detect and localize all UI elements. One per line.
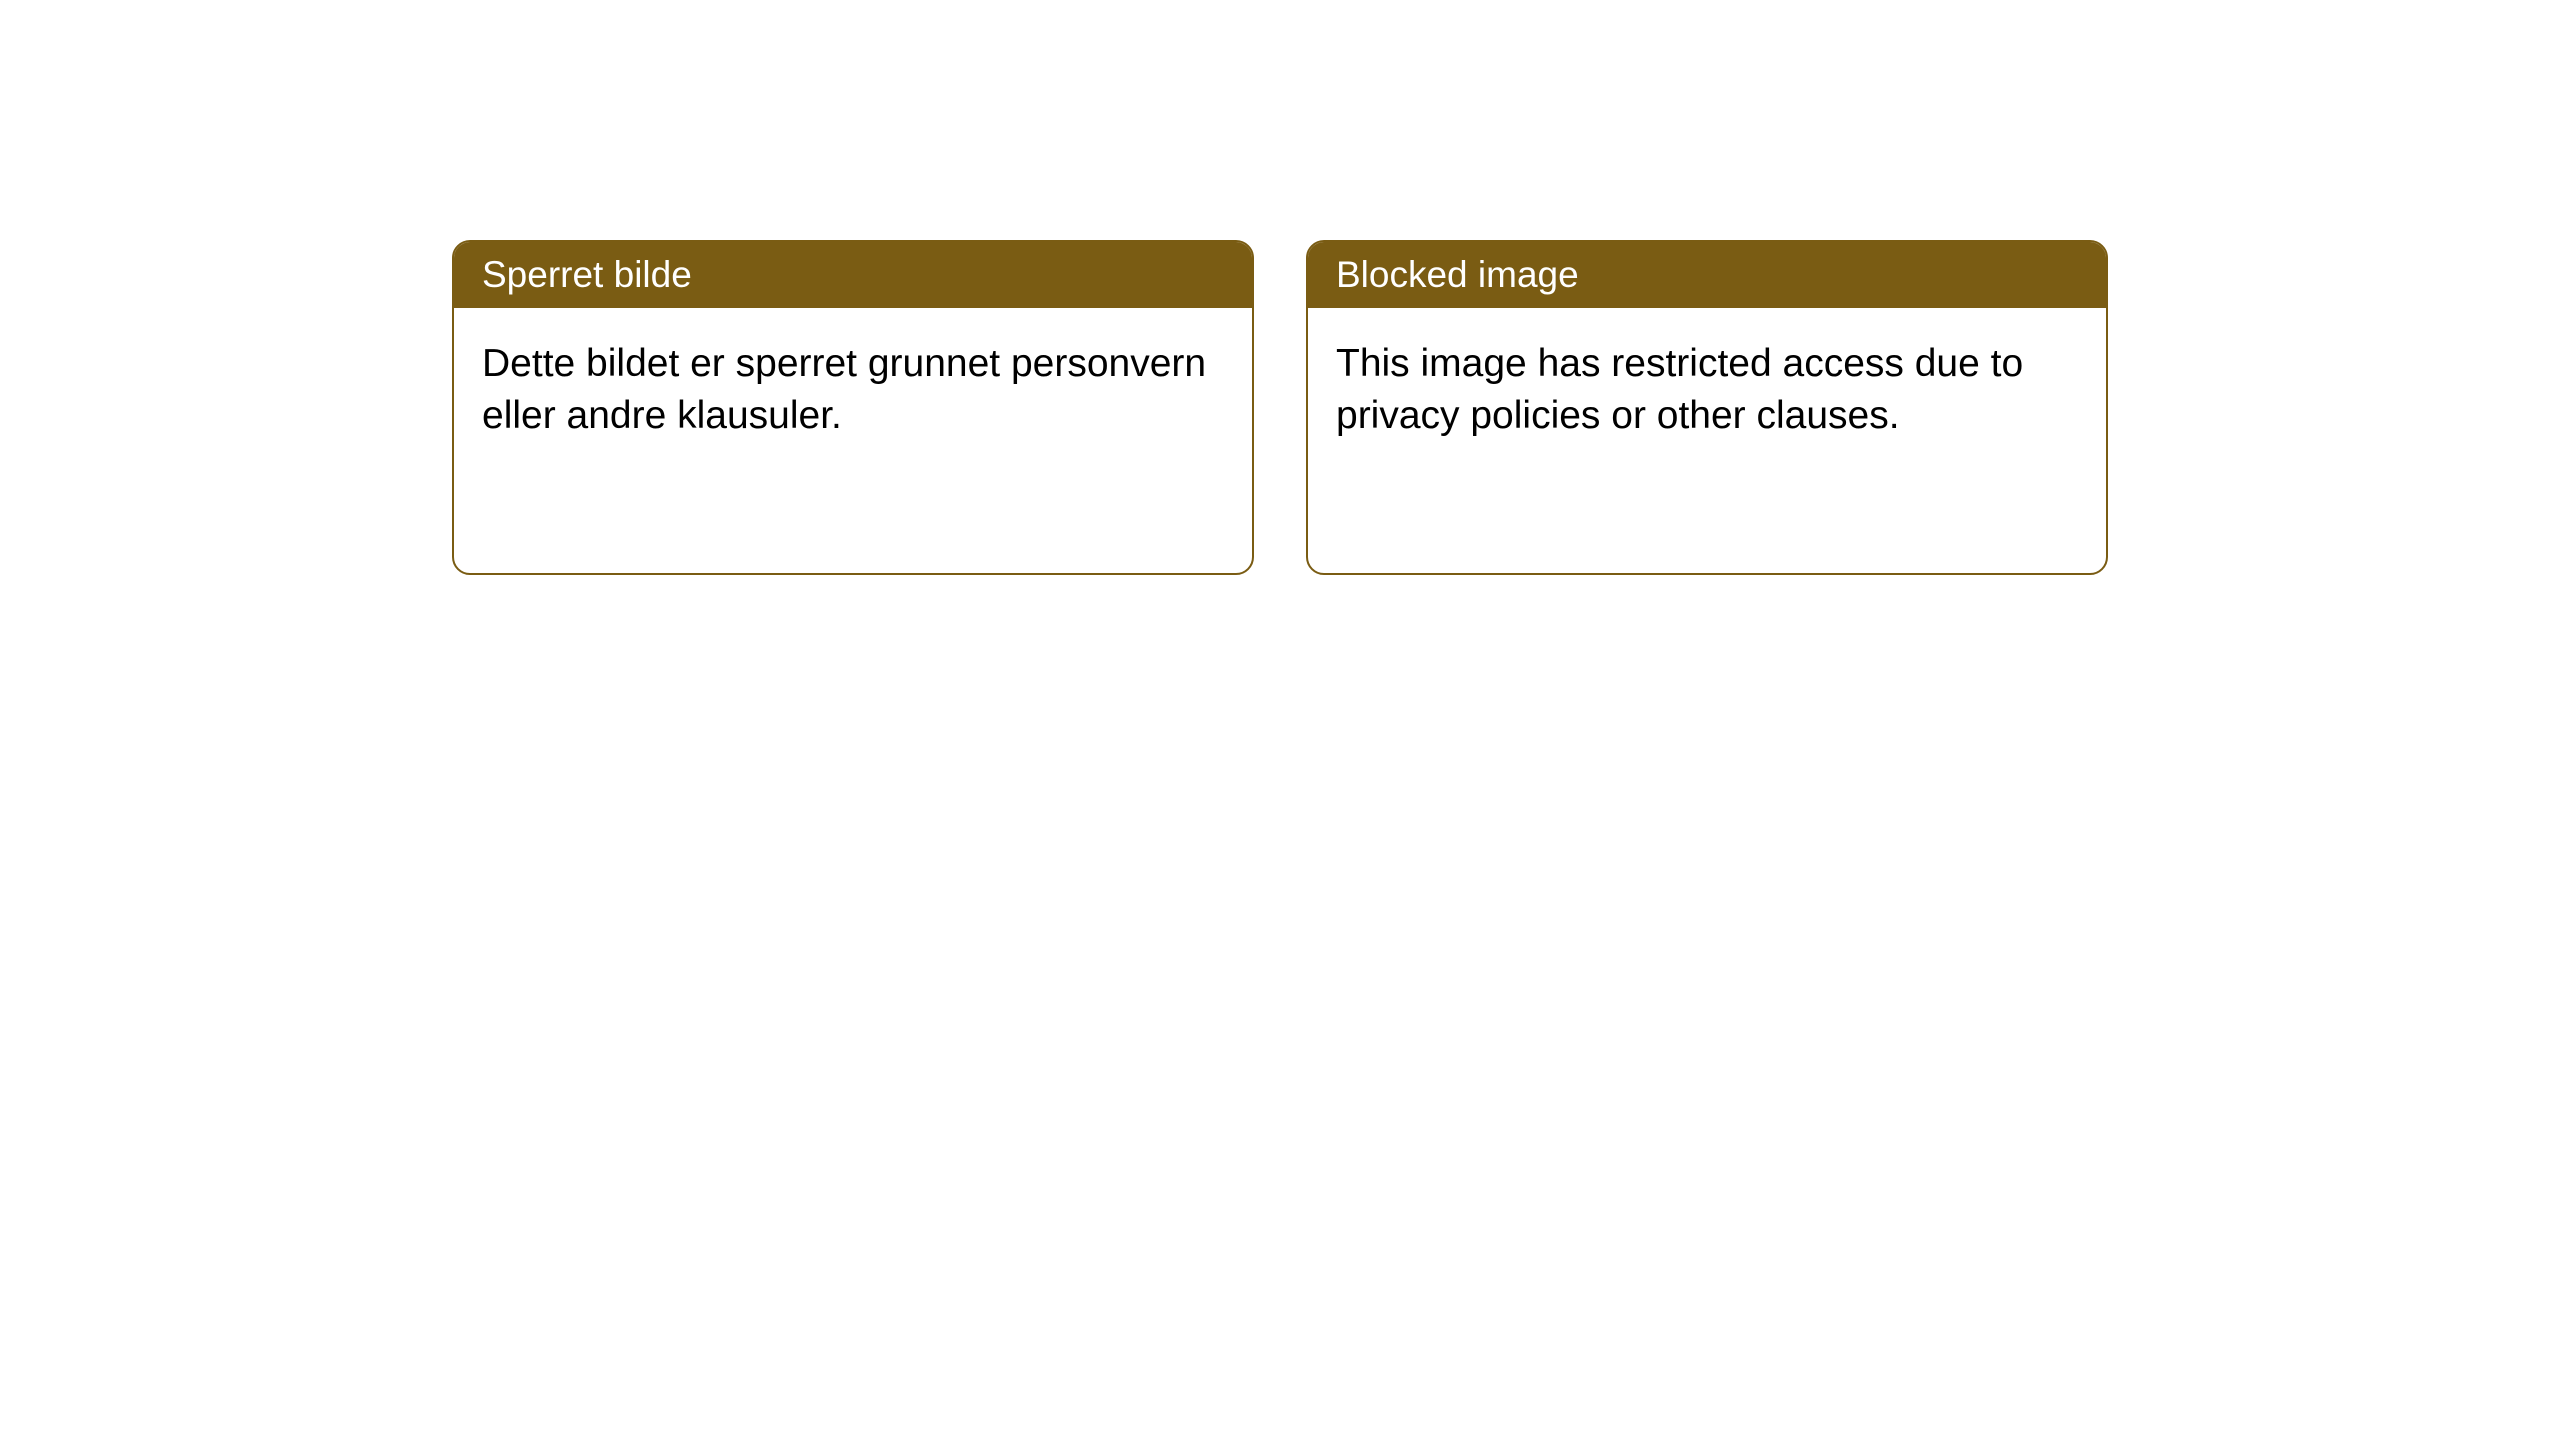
card-text-english: This image has restricted access due to … xyxy=(1336,342,2023,437)
card-english: Blocked image This image has restricted … xyxy=(1306,240,2108,575)
card-body-norwegian: Dette bildet er sperret grunnet personve… xyxy=(454,308,1252,472)
card-text-norwegian: Dette bildet er sperret grunnet personve… xyxy=(482,342,1206,437)
card-header-english: Blocked image xyxy=(1308,242,2106,308)
cards-container: Sperret bilde Dette bildet er sperret gr… xyxy=(0,0,2560,575)
card-body-english: This image has restricted access due to … xyxy=(1308,308,2106,472)
card-title-norwegian: Sperret bilde xyxy=(482,254,692,295)
card-norwegian: Sperret bilde Dette bildet er sperret gr… xyxy=(452,240,1254,575)
card-title-english: Blocked image xyxy=(1336,254,1579,295)
card-header-norwegian: Sperret bilde xyxy=(454,242,1252,308)
